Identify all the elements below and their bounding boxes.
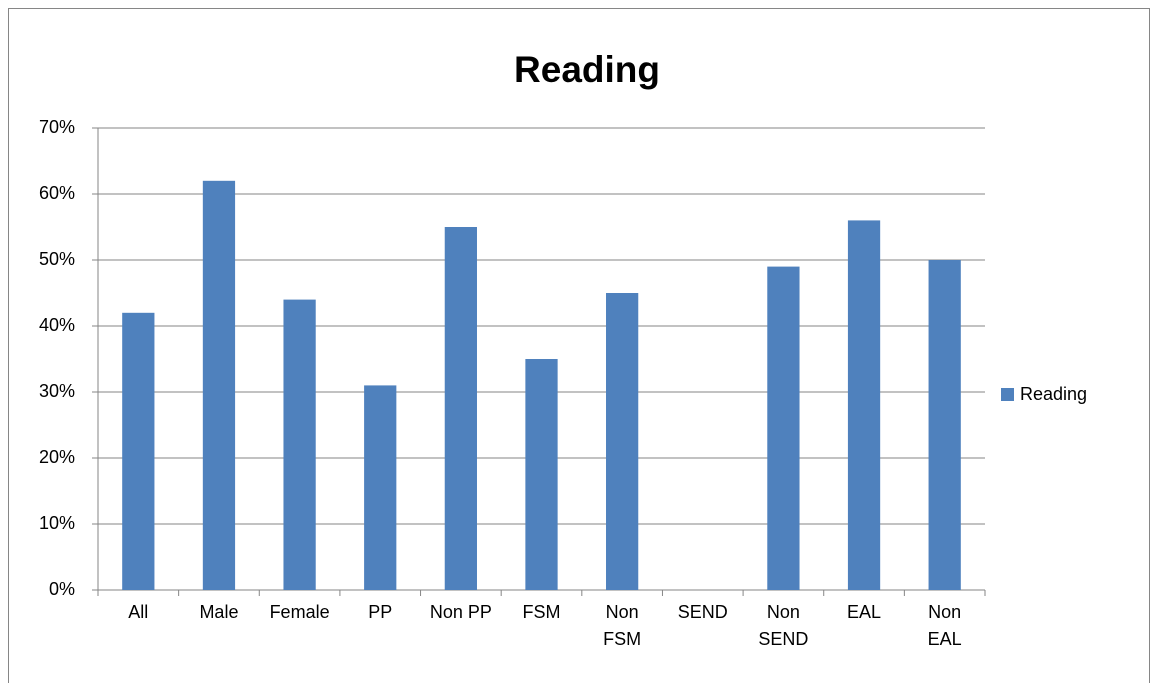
bar	[525, 359, 558, 590]
x-tick-label: EAL	[847, 602, 882, 622]
chart-title: Reading	[514, 49, 660, 90]
bar	[364, 385, 397, 590]
bar	[767, 266, 800, 590]
x-tick-label: SEND	[677, 602, 728, 622]
legend-label: Reading	[1020, 384, 1087, 404]
y-tick-label: 50%	[39, 249, 75, 269]
x-tick-label: Non PP	[429, 602, 492, 622]
x-tick-label: Male	[199, 602, 239, 622]
y-tick-label: 40%	[39, 315, 75, 335]
y-tick-label: 10%	[39, 513, 75, 533]
bar	[847, 220, 881, 590]
x-tick-label: Female	[269, 602, 330, 622]
x-tick-label: Non FSM	[603, 602, 642, 649]
y-tick-label: 70%	[39, 117, 75, 137]
y-tick-label: 20%	[39, 447, 75, 467]
x-tick-label: All	[128, 602, 149, 622]
bar	[444, 227, 477, 590]
x-tick-label: FSM	[522, 602, 561, 622]
bar	[283, 299, 316, 590]
x-tick-label: Non SEND	[758, 602, 809, 649]
y-tick-label: 30%	[39, 381, 75, 401]
legend-swatch	[1001, 388, 1014, 401]
chart-border	[8, 8, 1150, 683]
x-tick-label: PP	[368, 602, 393, 622]
bar	[202, 180, 236, 591]
bar	[928, 260, 961, 590]
y-tick-label: 0%	[49, 579, 75, 599]
bar	[122, 312, 155, 590]
bar	[606, 293, 639, 590]
y-tick-label: 60%	[39, 183, 75, 203]
x-tick-label: Non EAL	[927, 602, 962, 649]
